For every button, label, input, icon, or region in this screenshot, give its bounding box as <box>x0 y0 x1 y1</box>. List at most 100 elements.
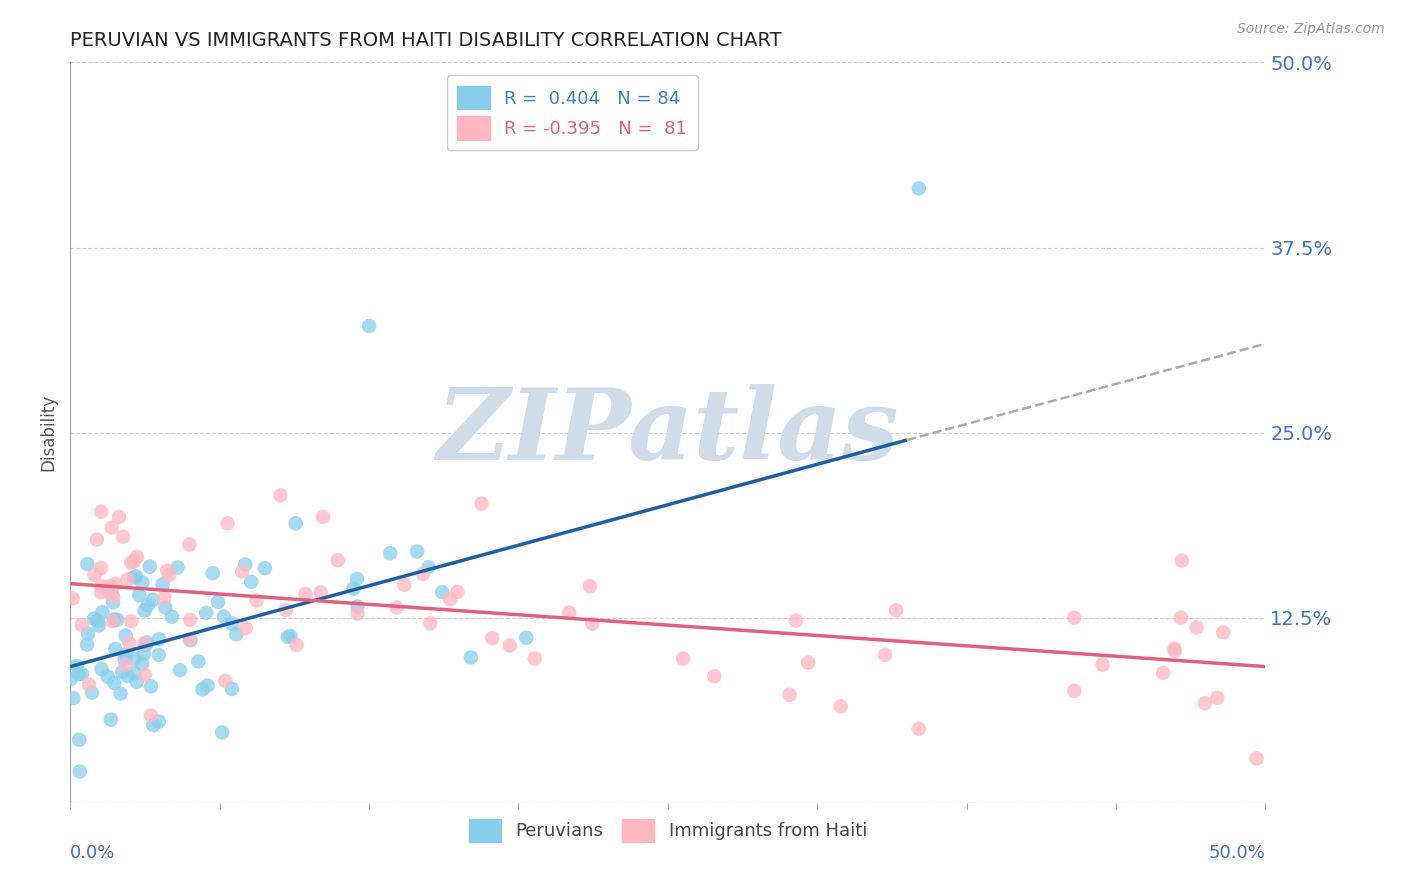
Point <box>481 631 503 645</box>
Point <box>77 678 100 692</box>
Point <box>246 593 269 607</box>
Point <box>359 318 381 333</box>
Point <box>221 681 243 696</box>
Point <box>111 665 134 679</box>
Point <box>785 614 807 628</box>
Point <box>797 656 820 670</box>
Point <box>418 560 440 574</box>
Point <box>122 571 145 585</box>
Point <box>1212 625 1234 640</box>
Point <box>233 558 256 572</box>
Point <box>153 591 176 605</box>
Point <box>1163 641 1185 656</box>
Point <box>1164 643 1187 657</box>
Point <box>1246 751 1268 765</box>
Point <box>101 614 124 628</box>
Point <box>110 687 132 701</box>
Point <box>90 505 112 519</box>
Point <box>136 598 159 612</box>
Point <box>139 559 162 574</box>
Point <box>142 592 165 607</box>
Point <box>873 648 896 662</box>
Point <box>114 657 136 672</box>
Point <box>148 632 170 647</box>
Point <box>225 627 247 641</box>
Point <box>67 732 90 747</box>
Point <box>201 566 224 581</box>
Point <box>346 607 368 621</box>
Point <box>1194 696 1216 710</box>
Point <box>157 568 180 582</box>
Point <box>70 666 93 681</box>
Point <box>1063 610 1085 624</box>
Point <box>179 632 201 647</box>
Point <box>104 577 127 591</box>
Point <box>90 662 112 676</box>
Point <box>412 566 434 581</box>
Point <box>169 663 191 677</box>
Point <box>214 673 236 688</box>
Point <box>101 595 124 609</box>
Point <box>122 555 145 569</box>
Point <box>117 572 139 586</box>
Point <box>280 629 302 643</box>
Point <box>105 613 128 627</box>
Point <box>346 599 368 614</box>
Point <box>558 606 581 620</box>
Point <box>430 585 453 599</box>
Point <box>1206 690 1229 705</box>
Point <box>97 670 120 684</box>
Point <box>134 603 156 617</box>
Point <box>342 582 364 596</box>
Point <box>80 686 103 700</box>
Point <box>672 651 695 665</box>
Point <box>103 612 125 626</box>
Point <box>277 630 299 644</box>
Point <box>579 579 602 593</box>
Point <box>100 579 122 593</box>
Point <box>90 561 112 575</box>
Point <box>253 561 276 575</box>
Point <box>284 516 307 531</box>
Point <box>115 648 138 662</box>
Point <box>148 648 170 662</box>
Point <box>90 579 112 593</box>
Point <box>117 669 139 683</box>
Point <box>346 572 368 586</box>
Point <box>908 181 931 195</box>
Point <box>160 609 183 624</box>
Point <box>125 674 148 689</box>
Point <box>83 567 105 582</box>
Point <box>125 569 148 583</box>
Point <box>1185 620 1208 634</box>
Point <box>285 638 308 652</box>
Point <box>1063 683 1085 698</box>
Point <box>419 616 441 631</box>
Text: ZIPatlas: ZIPatlas <box>437 384 898 481</box>
Text: 50.0%: 50.0% <box>1209 844 1265 862</box>
Point <box>87 618 110 632</box>
Point <box>66 659 89 673</box>
Point <box>326 553 349 567</box>
Point <box>312 509 335 524</box>
Point <box>1171 553 1194 567</box>
Point <box>195 606 218 620</box>
Point <box>111 530 134 544</box>
Point <box>470 496 492 510</box>
Legend: Peruvians, Immigrants from Haiti: Peruvians, Immigrants from Haiti <box>461 812 875 849</box>
Point <box>394 578 416 592</box>
Point <box>90 585 112 599</box>
Point <box>211 725 233 739</box>
Point <box>77 626 100 640</box>
Point <box>100 713 122 727</box>
Point <box>197 678 219 692</box>
Point <box>124 651 146 665</box>
Point <box>100 520 122 534</box>
Point <box>460 650 482 665</box>
Point <box>91 605 114 619</box>
Point <box>83 612 105 626</box>
Point <box>62 591 84 606</box>
Point <box>86 614 108 628</box>
Point <box>779 688 801 702</box>
Point <box>439 592 461 607</box>
